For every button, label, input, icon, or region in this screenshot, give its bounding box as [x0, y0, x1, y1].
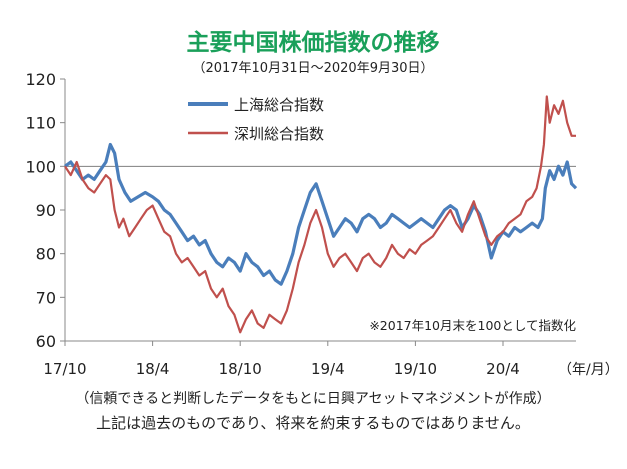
series-layer [64, 95, 578, 334]
legend-label-shenzhen: 深圳総合指数 [234, 125, 324, 143]
footer-source-note: （信頼できると判断したデータをもとに日興アセットマネジメントが作成） [75, 390, 550, 407]
y-axis: 60 70 80 90 100 110 120 [25, 70, 66, 351]
y-tick-label: 100 [25, 157, 56, 176]
series-line-shanghai [64, 142, 578, 286]
x-tick-label: 18/4 [136, 360, 170, 378]
x-tick-label: 20/4 [486, 360, 520, 378]
y-tick-label: 60 [36, 332, 56, 351]
legend: 上海総合指数 深圳総合指数 [188, 96, 324, 143]
x-axis: 17/10 18/4 18/10 19/4 19/10 20/4 [43, 340, 576, 378]
x-unit-label: （年/月） [558, 362, 619, 378]
y-tick-label: 80 [36, 245, 56, 264]
series-line-shenzhen [64, 95, 576, 334]
y-tick-label: 90 [36, 201, 56, 220]
y-tick-label: 120 [25, 70, 56, 89]
x-tick-label: 19/10 [394, 360, 437, 378]
chart-subtitle: （2017年10月31日～2020年9月30日） [192, 61, 433, 76]
footer-disclaimer: 上記は過去のものであり、将来を約束するものではありません。 [96, 414, 530, 432]
x-tick-label: 18/10 [219, 360, 262, 378]
y-tick-label: 110 [25, 114, 56, 133]
legend-label-shanghai: 上海総合指数 [234, 96, 324, 114]
y-tick-label: 70 [36, 288, 56, 307]
x-tick-label: 17/10 [43, 360, 86, 378]
x-tick-label: 19/4 [311, 360, 345, 378]
chart-annotation: ※2017年10月末を100として指数化 [369, 318, 576, 333]
chart-title: 主要中国株価指数の推移 [187, 30, 440, 56]
